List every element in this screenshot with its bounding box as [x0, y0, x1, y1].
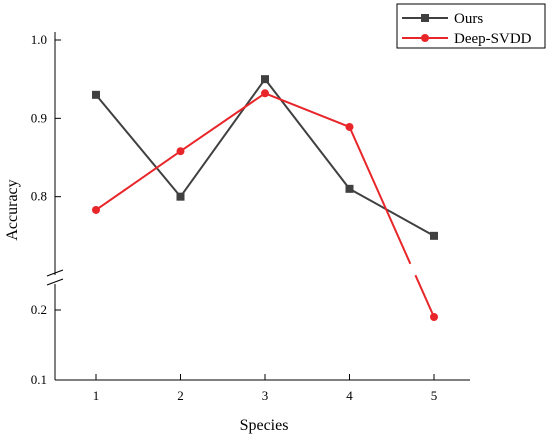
data-point-deep-svdd: [345, 122, 354, 131]
x-tick-label: 5: [431, 388, 438, 403]
data-point-deep-svdd: [430, 313, 438, 321]
legend-label-ours: Ours: [454, 11, 483, 27]
series-line-deep-svdd: [264, 92, 350, 128]
y-tick-label: 0.8: [31, 189, 47, 204]
axis-break-mark: [46, 269, 64, 277]
x-tick-label: 3: [262, 388, 269, 403]
x-tick-label: 4: [346, 388, 353, 403]
y-tick-label: 0.9: [31, 110, 47, 125]
x-tick-label: 2: [177, 388, 184, 403]
series-line-ours: [349, 187, 435, 237]
data-point-ours: [92, 90, 100, 99]
data-point-deep-svdd: [261, 89, 269, 98]
data-point-deep-svdd: [92, 205, 100, 214]
data-point-ours: [261, 75, 269, 84]
y-tick-label: 0.1: [31, 372, 47, 387]
data-point-ours: [176, 192, 185, 201]
x-tick-label: 1: [93, 388, 100, 403]
axis-break-mark: [46, 278, 64, 286]
series-line-deep-svdd: [179, 92, 266, 153]
series-line-ours: [95, 94, 182, 198]
series-line-ours: [264, 78, 351, 190]
series-line-deep-svdd: [414, 274, 435, 318]
x-axis-title: Species: [240, 417, 289, 434]
y-tick-label: 0.2: [31, 302, 47, 317]
data-point-ours: [430, 231, 438, 240]
y-tick-label: 1.0: [31, 32, 47, 47]
legend-marker-ours: [421, 14, 429, 22]
legend-label-deep-svdd: Deep-SVDD: [454, 31, 532, 47]
legend-box: [396, 3, 546, 49]
legend-marker-deep-svdd: [421, 34, 429, 42]
data-point-ours: [345, 184, 354, 193]
series-line-ours: [179, 78, 266, 198]
series-line-deep-svdd: [95, 150, 182, 211]
series-line-deep-svdd: [348, 126, 412, 265]
legend: Ours Deep-SVDD: [396, 3, 546, 49]
data-point-deep-svdd: [176, 147, 185, 156]
y-axis-title: Accuracy: [4, 179, 21, 240]
